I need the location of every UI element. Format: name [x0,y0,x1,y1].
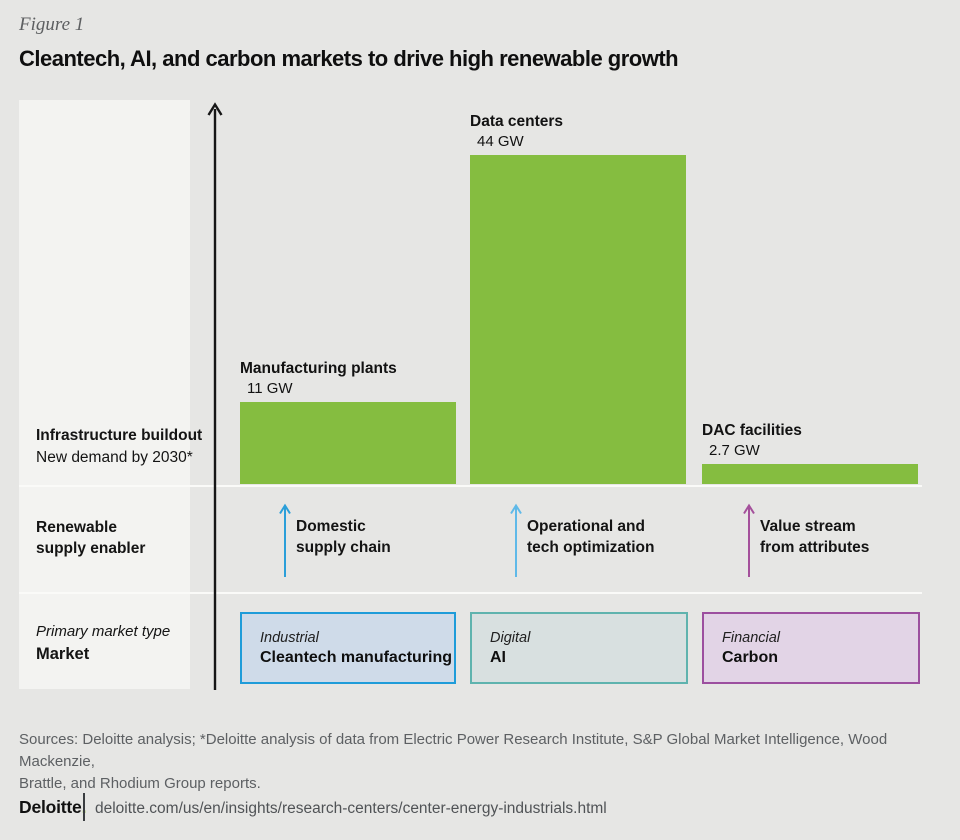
bar-caption-dac-facilities: DAC facilities 2.7 GW [702,421,802,461]
sources-note: Sources: Deloitte analysis; *Deloitte an… [19,731,888,792]
enabler-label-cleantech: Domestic supply chain [296,518,391,556]
enabler-label-ai: Operational and tech optimization [527,518,655,556]
figure-title: Cleantech, AI, and carbon markets to dri… [19,46,679,71]
row-label-buildout: Infrastructure buildout New demand by 20… [36,425,202,469]
market-box-cleantech-manufacturing: Industrial Cleantech manufacturing [240,612,456,684]
bar-category-label: Manufacturing plants [240,360,397,377]
buildout-title: Infrastructure buildout [36,427,203,444]
bar-value-label: 2.7 GW [709,442,760,459]
market-name-label: Carbon [722,648,778,666]
row-label-panel [19,100,190,689]
deloitte-logo: Deloitte. [19,797,86,818]
buildout-subtitle: New demand by 2030* [36,449,193,466]
figure-label: Figure 1 [19,14,85,35]
bar-caption-manufacturing-plants: Manufacturing plants 11 GW [240,359,397,399]
bar-caption-data-centers: Data centers 44 GW [470,112,563,152]
footer-divider [83,793,85,821]
row-label-enabler: Renewable supply enabler [36,519,146,557]
market-type-label: Digital [490,629,531,646]
market-name-label: Cleantech manufacturing [260,648,453,666]
bar-category-label: DAC facilities [702,422,802,439]
market-type-label: Industrial [260,629,319,646]
bar-value-label: 11 GW [247,380,293,397]
enabler-arrow-icon-cleantech [279,503,291,577]
market-type-label: Financial [722,629,781,646]
bar-manufacturing-plants [240,402,456,484]
bar-category-label: Data centers [470,113,564,130]
enabler-arrow-icon-carbon [743,503,755,577]
y-axis-arrow-icon [207,102,223,690]
enabler-arrow-icon-ai [510,503,522,577]
enabler-label-carbon: Value stream from attributes [760,518,870,556]
bar-dac-facilities [702,464,918,484]
market-title: Market [36,645,90,663]
row-divider-bottom [19,592,922,594]
row-divider-top [19,485,922,487]
market-box-carbon: Financial Carbon [702,612,920,684]
row-label-market: Primary market type Market [36,621,170,665]
bar-data-centers [470,155,686,484]
bar-value-label: 44 GW [477,133,524,150]
footer-url: deloitte.com/us/en/insights/research-cen… [95,800,607,817]
market-subtitle: Primary market type [36,623,171,640]
market-box-ai: Digital AI [470,612,688,684]
deloitte-logo-text: Deloitte [19,797,82,817]
market-name-label: AI [490,648,506,666]
